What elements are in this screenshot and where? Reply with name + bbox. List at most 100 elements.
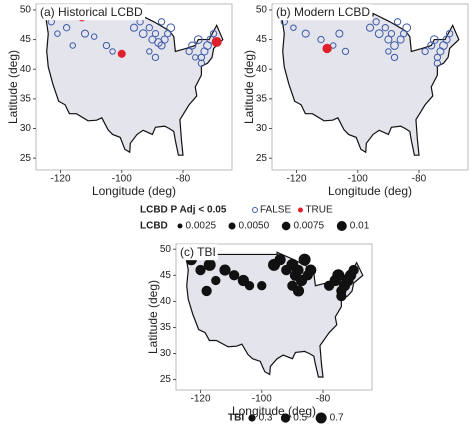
y-tick-label: 45 (20, 34, 32, 45)
x-tick-label: -100 (112, 174, 132, 185)
point (188, 41, 197, 50)
y-tick-label: 30 (20, 123, 32, 134)
y-tick-label: 25 (160, 374, 172, 385)
point (305, 264, 317, 276)
size-key (248, 414, 256, 422)
point (146, 48, 153, 55)
y-axis-label: Latitude (deg) (242, 50, 256, 124)
point (335, 29, 344, 38)
point (301, 29, 310, 38)
point (387, 29, 396, 38)
point (211, 275, 221, 286)
y-tick-label: 35 (160, 322, 172, 333)
point (117, 49, 126, 58)
point (390, 53, 399, 62)
point (69, 42, 76, 49)
point (197, 59, 206, 67)
size-label: 0.0075 (293, 221, 324, 232)
point (390, 41, 399, 50)
point (381, 24, 389, 32)
point (157, 18, 166, 26)
y-tick-label: 40 (160, 296, 172, 307)
x-tick-label: -100 (252, 394, 272, 405)
legend-label: TRUE (305, 205, 333, 216)
size-key (228, 222, 236, 230)
point (244, 281, 255, 291)
size-key (315, 412, 327, 424)
us-outline (45, 12, 224, 156)
point (80, 29, 90, 38)
panel-title: (a) Historical LCBD (40, 5, 143, 19)
panel-title: (b) Modern LCBD (276, 5, 370, 19)
point (396, 35, 405, 44)
x-tick-label: -100 (348, 174, 368, 185)
y-axis-label: Latitude (deg) (6, 50, 20, 124)
point (211, 36, 222, 47)
legend-label: FALSE (260, 205, 291, 216)
x-tick-label: -120 (286, 174, 306, 185)
point (374, 29, 384, 39)
point (151, 29, 160, 38)
point (332, 269, 345, 282)
y-tick-label: 45 (256, 34, 268, 45)
point (384, 35, 393, 44)
point (192, 54, 199, 61)
point (317, 35, 325, 44)
legend-title: TBI (228, 413, 244, 424)
point (341, 47, 350, 56)
point (336, 290, 347, 302)
y-tick-label: 50 (20, 5, 32, 16)
point (385, 48, 392, 55)
point (203, 258, 216, 271)
point (195, 264, 206, 276)
point (157, 41, 166, 50)
y-tick-label: 50 (160, 244, 172, 255)
x-axis-label: Longitude (deg) (92, 184, 176, 198)
point (433, 59, 442, 67)
point (429, 35, 439, 44)
y-tick-label: 25 (256, 153, 268, 164)
point (402, 23, 412, 33)
y-tick-label: 40 (256, 64, 268, 75)
point (290, 24, 297, 31)
size-key (281, 221, 291, 231)
y-axis-label: Latitude (deg) (146, 280, 160, 354)
point (421, 47, 429, 56)
size-key (280, 413, 291, 423)
point (229, 270, 240, 281)
y-tick-label: 35 (256, 93, 268, 104)
point (445, 29, 454, 38)
point (138, 29, 148, 39)
legend-key (297, 207, 303, 213)
point (166, 23, 176, 33)
x-axis-label: Longitude (deg) (328, 184, 412, 198)
y-tick-label: 30 (160, 348, 172, 359)
point (109, 48, 116, 55)
y-tick-label: 40 (20, 64, 32, 75)
size-label: 0.7 (330, 413, 344, 424)
title-bg (178, 244, 218, 261)
y-tick-label: 45 (160, 270, 172, 281)
point (219, 264, 231, 276)
size-label: 0.0025 (186, 221, 217, 232)
panel-title: (c) TBI (180, 245, 216, 259)
x-tick-label: -120 (50, 174, 70, 185)
point (274, 254, 286, 266)
title-bg (38, 4, 146, 21)
size-label: 0.5 (293, 413, 307, 424)
size-label: 0.3 (259, 413, 273, 424)
point (151, 53, 160, 62)
point (102, 41, 111, 50)
point (54, 30, 61, 37)
x-tick-label: -120 (190, 394, 210, 405)
size-label: 0.0050 (239, 221, 270, 232)
size-key (177, 223, 183, 229)
point (201, 285, 212, 297)
y-tick-label: 25 (20, 153, 32, 164)
point (292, 285, 305, 297)
y-tick-label: 50 (256, 5, 268, 16)
x-tick-label: -80 (316, 394, 331, 405)
point (348, 264, 359, 276)
y-tick-label: 30 (256, 123, 268, 134)
legend-title: LCBD (140, 221, 168, 232)
